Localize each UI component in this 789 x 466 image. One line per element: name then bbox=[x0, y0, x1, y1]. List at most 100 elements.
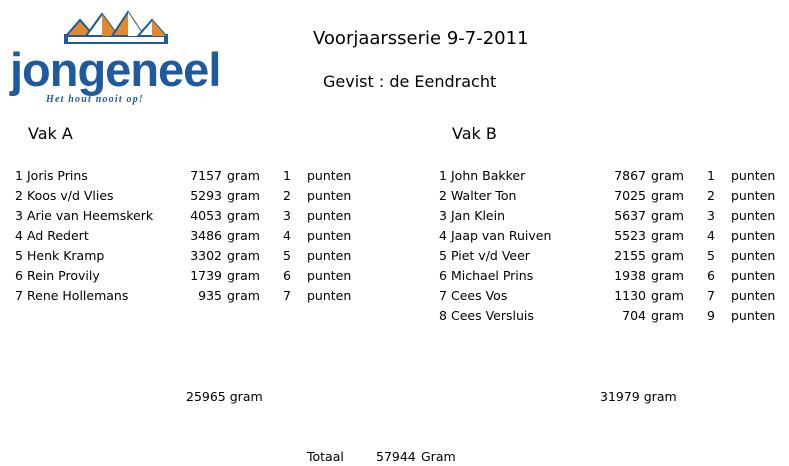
row-weight: 7157 bbox=[190, 168, 222, 183]
row-rank: 4 bbox=[15, 228, 23, 243]
row-points-label: punten bbox=[731, 208, 776, 223]
row-name: Walter Ton bbox=[451, 188, 517, 203]
row-rank: 6 bbox=[439, 268, 447, 283]
row-points: 5 bbox=[283, 248, 291, 263]
row-unit: gram bbox=[227, 228, 260, 243]
row-rank: 8 bbox=[439, 308, 447, 323]
row-unit: gram bbox=[227, 168, 260, 183]
row-unit: gram bbox=[227, 208, 260, 223]
table-row: 6 Rein Provily 1739 gram 6 punten bbox=[15, 266, 365, 286]
row-points: 6 bbox=[283, 268, 291, 283]
row-points-label: punten bbox=[307, 188, 352, 203]
row-rank: 5 bbox=[439, 248, 447, 263]
vak-b-total-unit: gram bbox=[643, 389, 677, 404]
row-points-label: punten bbox=[731, 228, 776, 243]
vak-b-total-value: 31979 bbox=[600, 389, 640, 404]
row-unit: gram bbox=[651, 288, 684, 303]
table-row: 1 John Bakker 7867 gram 1 punten bbox=[439, 166, 789, 186]
row-points-label: punten bbox=[307, 248, 352, 263]
section-vak-b-label: Vak B bbox=[452, 124, 497, 143]
row-name: Cees Versluis bbox=[451, 308, 534, 323]
row-name: Rene Hollemans bbox=[27, 288, 129, 303]
row-points: 5 bbox=[707, 248, 715, 263]
row-points-label: punten bbox=[731, 288, 776, 303]
table-row: 7 Cees Vos 1130 gram 7 punten bbox=[439, 286, 789, 306]
row-weight: 704 bbox=[622, 308, 646, 323]
row-weight: 7025 bbox=[614, 188, 646, 203]
row-points: 2 bbox=[707, 188, 715, 203]
table-row: 4 Ad Redert 3486 gram 4 punten bbox=[15, 226, 365, 246]
grand-total-unit: Gram bbox=[421, 449, 456, 464]
table-row: 6 Michael Prins 1938 gram 6 punten bbox=[439, 266, 789, 286]
row-unit: gram bbox=[227, 248, 260, 263]
vak-a-total-value: 25965 bbox=[186, 389, 226, 404]
row-unit: gram bbox=[651, 268, 684, 283]
row-unit: gram bbox=[651, 188, 684, 203]
row-rank: 5 bbox=[15, 248, 23, 263]
row-weight: 7867 bbox=[614, 168, 646, 183]
row-rank: 1 bbox=[439, 168, 447, 183]
row-weight: 1739 bbox=[190, 268, 222, 283]
row-points: 3 bbox=[707, 208, 715, 223]
grand-total-label: Totaal bbox=[307, 449, 344, 464]
row-weight: 4053 bbox=[190, 208, 222, 223]
row-rank: 3 bbox=[439, 208, 447, 223]
row-weight: 3302 bbox=[190, 248, 222, 263]
table-row: 1 Joris Prins 7157 gram 1 punten bbox=[15, 166, 365, 186]
row-unit: gram bbox=[651, 248, 684, 263]
row-points-label: punten bbox=[307, 228, 352, 243]
row-rank: 4 bbox=[439, 228, 447, 243]
row-weight: 3486 bbox=[190, 228, 222, 243]
row-unit: gram bbox=[227, 268, 260, 283]
row-points-label: punten bbox=[731, 308, 776, 323]
row-name: Joris Prins bbox=[27, 168, 88, 183]
jongeneel-logo: jongeneel Het hout nooit op! bbox=[8, 8, 221, 108]
row-unit: gram bbox=[651, 308, 684, 323]
row-points: 9 bbox=[707, 308, 715, 323]
row-name: Jan Klein bbox=[451, 208, 505, 223]
row-weight: 935 bbox=[198, 288, 222, 303]
row-name: Rein Provily bbox=[27, 268, 100, 283]
row-name: Piet v/d Veer bbox=[451, 248, 530, 263]
row-rank: 7 bbox=[15, 288, 23, 303]
row-points-label: punten bbox=[731, 268, 776, 283]
row-unit: gram bbox=[651, 208, 684, 223]
row-points-label: punten bbox=[731, 188, 776, 203]
row-points: 7 bbox=[707, 288, 715, 303]
row-name: Ad Redert bbox=[27, 228, 89, 243]
page-title: Voorjaarsserie 9-7-2011 bbox=[313, 28, 529, 49]
row-unit: gram bbox=[651, 168, 684, 183]
row-weight: 2155 bbox=[614, 248, 646, 263]
row-points-label: punten bbox=[307, 168, 352, 183]
row-points: 4 bbox=[707, 228, 715, 243]
row-name: Michael Prins bbox=[451, 268, 534, 283]
table-row: 8 Cees Versluis 704 gram 9 punten bbox=[439, 306, 789, 326]
table-row: 2 Walter Ton 7025 gram 2 punten bbox=[439, 186, 789, 206]
row-weight: 1938 bbox=[614, 268, 646, 283]
logo-tagline: Het hout nooit op! bbox=[46, 94, 145, 105]
row-weight: 5293 bbox=[190, 188, 222, 203]
table-row: 3 Arie van Heemskerk 4053 gram 3 punten bbox=[15, 206, 365, 226]
row-unit: gram bbox=[227, 188, 260, 203]
row-weight: 5637 bbox=[614, 208, 646, 223]
table-row: 7 Rene Hollemans 935 gram 7 punten bbox=[15, 286, 365, 306]
row-name: Jaap van Ruiven bbox=[451, 228, 552, 243]
row-points: 2 bbox=[283, 188, 291, 203]
row-points: 6 bbox=[707, 268, 715, 283]
row-rank: 3 bbox=[15, 208, 23, 223]
row-unit: gram bbox=[651, 228, 684, 243]
table-row: 2 Koos v/d Vlies 5293 gram 2 punten bbox=[15, 186, 365, 206]
row-points: 4 bbox=[283, 228, 291, 243]
row-rank: 6 bbox=[15, 268, 23, 283]
row-name: John Bakker bbox=[451, 168, 526, 183]
row-points-label: punten bbox=[307, 208, 352, 223]
vak-a-total: 25965 gram bbox=[186, 389, 263, 404]
row-points: 7 bbox=[283, 288, 291, 303]
row-name: Henk Kramp bbox=[27, 248, 105, 263]
row-name: Koos v/d Vlies bbox=[27, 188, 114, 203]
row-points-label: punten bbox=[307, 268, 352, 283]
table-row: 4 Jaap van Ruiven 5523 gram 4 punten bbox=[439, 226, 789, 246]
row-points: 1 bbox=[707, 168, 715, 183]
row-points: 3 bbox=[283, 208, 291, 223]
row-rank: 2 bbox=[15, 188, 23, 203]
